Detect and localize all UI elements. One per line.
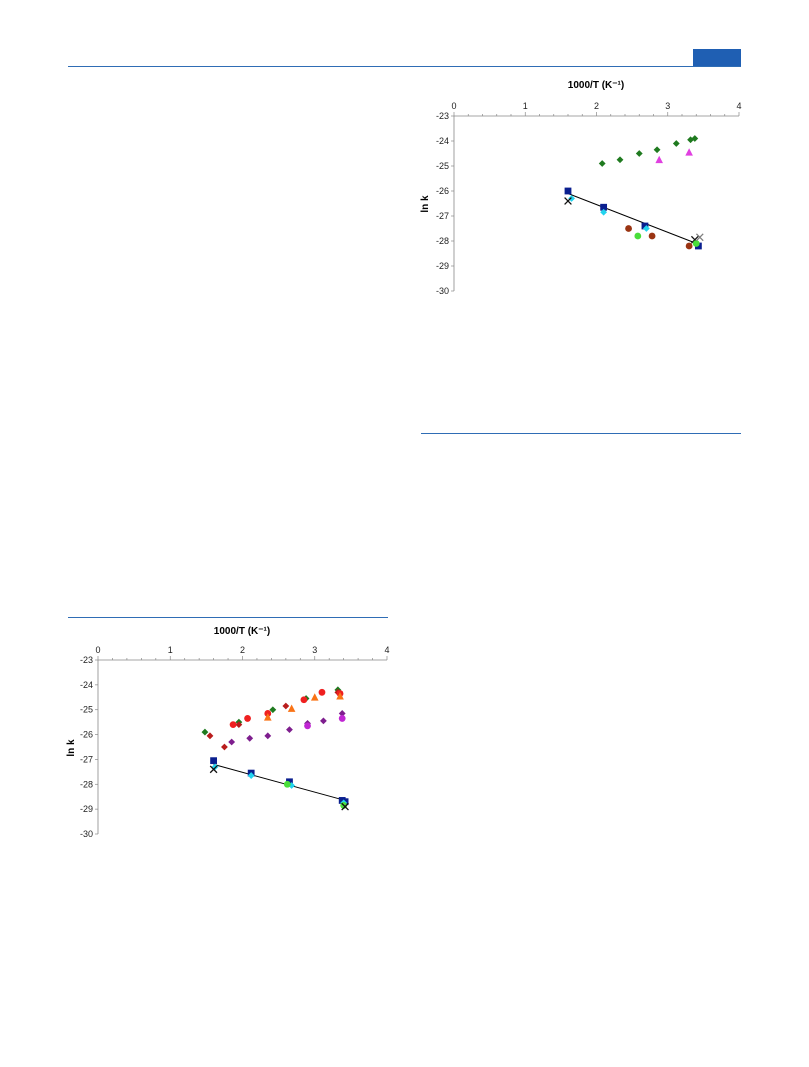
data-point-series-0 — [635, 150, 643, 157]
data-point-series-3 — [263, 713, 272, 721]
y-tick-label: -29 — [436, 261, 449, 271]
y-tick-label: -24 — [80, 680, 93, 690]
y-tick-label: -23 — [436, 111, 449, 121]
data-point-series-7 — [288, 782, 296, 789]
data-point-series-0 — [616, 156, 624, 164]
data-point-series-4 — [564, 197, 572, 205]
data-point-series-3 — [568, 195, 575, 202]
x-tick-label: 0 — [451, 101, 456, 111]
data-point-series-1 — [221, 743, 228, 751]
header-tab — [693, 49, 741, 66]
data-point-series-5 — [338, 715, 346, 722]
data-point-series-3 — [642, 225, 650, 232]
data-point-series-4 — [320, 717, 327, 725]
y-tick-label: -26 — [80, 730, 93, 740]
data-point-series-2 — [564, 187, 572, 195]
y-tick-label: -30 — [80, 829, 93, 839]
header-rule — [68, 66, 741, 67]
y-tick-label: -28 — [436, 236, 449, 246]
x-tick-label: 3 — [665, 101, 670, 111]
data-point-series-4 — [338, 710, 346, 717]
data-point-series-6 — [210, 757, 217, 765]
data-point-series-2 — [600, 203, 608, 211]
y-tick-label: -25 — [436, 161, 449, 171]
data-point-series-6 — [692, 240, 700, 247]
data-point-series-2 — [641, 222, 649, 230]
data-point-series-8 — [283, 780, 291, 788]
data-point-series-1 — [235, 721, 243, 729]
x-tick-label: 1 — [523, 101, 528, 111]
x-tick-label: 4 — [384, 645, 389, 655]
data-point-series-0 — [691, 135, 699, 142]
data-point-series-5 — [648, 232, 656, 240]
data-point-series-3 — [287, 704, 296, 712]
data-point-series-7 — [695, 233, 704, 242]
data-point-series-4 — [246, 734, 254, 742]
arrhenius-chart-bottom: 1000/T (K⁻¹) ln k 0 1 2 3 4 -23 -24 -25 -26 -27 -2… — [66, 626, 390, 839]
y-tick-label: -25 — [80, 705, 93, 715]
data-point-series-1 — [655, 155, 663, 164]
data-point-series-9 — [341, 802, 349, 811]
y-tick-label: -27 — [436, 211, 449, 221]
figure-rule-bottom-left — [68, 617, 388, 618]
data-point-series-4 — [286, 726, 293, 733]
data-point-series-7 — [247, 772, 255, 779]
y-tick-label: -26 — [436, 186, 449, 196]
y-tick-label: -24 — [436, 136, 449, 146]
x-tick-label: 1 — [168, 645, 173, 655]
data-point-series-0 — [201, 728, 209, 736]
data-point-series-0 — [672, 140, 680, 147]
data-point-series-4 — [264, 732, 272, 740]
y-axis-title: ln k — [420, 195, 431, 213]
data-point-series-0 — [269, 706, 277, 714]
data-point-series-6 — [634, 232, 642, 240]
data-point-series-1 — [206, 732, 214, 740]
figure-rule-top-right — [421, 433, 741, 434]
y-tick-label: -23 — [80, 655, 93, 665]
data-point-series-2 — [300, 696, 308, 704]
x-tick-label: 0 — [95, 645, 100, 655]
data-point-series-2 — [244, 715, 251, 722]
data-point-series-5 — [625, 225, 632, 232]
data-point-series-2 — [318, 688, 326, 696]
y-tick-label: -27 — [80, 754, 93, 764]
data-point-series-0 — [653, 146, 661, 154]
x-axis-title: 1000/T (K⁻¹) — [214, 626, 270, 637]
data-point-series-5 — [685, 242, 693, 250]
y-tick-label: -29 — [80, 804, 93, 814]
x-axis-title: 1000/T (K⁻¹) — [568, 80, 624, 91]
x-tick-label: 3 — [312, 645, 317, 655]
data-point-series-0 — [598, 160, 606, 167]
data-point-series-5 — [304, 722, 311, 730]
y-tick-label: -28 — [80, 779, 93, 789]
data-point-series-3 — [600, 208, 608, 216]
data-point-series-2 — [229, 721, 237, 729]
y-axis-title: ln k — [66, 739, 77, 757]
x-tick-label: 2 — [240, 645, 245, 655]
fit-line — [567, 193, 700, 246]
arrhenius-chart-top: 1000/T (K⁻¹) ln k 0 1 2 3 4 -23 -24 -25 -26 -27 -2… — [420, 80, 742, 296]
data-point-series-4 — [228, 738, 236, 746]
data-point-series-9 — [209, 765, 218, 774]
y-tick-label: -30 — [436, 286, 449, 296]
fit-line — [213, 763, 346, 801]
x-tick-label: 2 — [594, 101, 599, 111]
data-point-series-1 — [282, 702, 290, 710]
x-tick-label: 4 — [736, 101, 741, 111]
data-point-series-3 — [310, 693, 319, 701]
data-point-series-3 — [336, 692, 344, 700]
data-point-series-1 — [685, 148, 693, 156]
